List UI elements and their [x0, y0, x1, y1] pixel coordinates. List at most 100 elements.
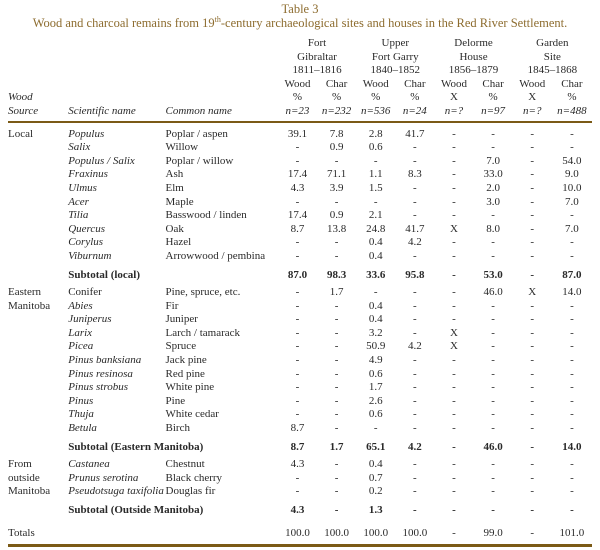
scientific-name-cell: Pinus strobus: [68, 381, 128, 394]
common-name-cell: [166, 522, 278, 542]
value-cell: 9.0: [565, 168, 579, 181]
scientific-name-cell: Populus / Salix: [68, 154, 135, 167]
value-cell: 46.0: [483, 440, 503, 453]
value-cell: -: [452, 440, 456, 453]
scientific-name-cell: Larix: [68, 326, 93, 339]
value-cell: -: [530, 313, 535, 326]
value-cell: -: [452, 422, 456, 435]
site-years: 1811–1816: [292, 64, 342, 77]
value-cell: -: [530, 141, 535, 154]
species-row: Corylus Hazel - - 0.4 4.2 - - - -: [8, 236, 592, 250]
wood-source-cell: [8, 395, 68, 409]
scientific-name-cell: Salix: [68, 141, 91, 154]
sample-type-label: Wood: [362, 77, 389, 90]
scientific-name-cell: Thuja: [68, 408, 94, 421]
value-cell: -: [413, 154, 417, 167]
common-name-cell: Spruce: [165, 340, 197, 353]
value-cell: -: [295, 326, 300, 339]
value-cell: -: [491, 504, 495, 516]
wood-source-cell: [8, 155, 68, 169]
value-cell: -: [491, 236, 495, 249]
common-name-cell: Douglas fir: [165, 485, 216, 498]
value-cell: 41.7: [405, 222, 425, 235]
wood-source-cell: [8, 223, 68, 237]
value-cell: 101.0: [559, 526, 585, 539]
species-row: From Castanea Chestnut 4.3 - 0.4 - - - - -: [8, 458, 592, 472]
value-cell: 1.7: [329, 286, 344, 299]
value-cell: -: [530, 154, 535, 167]
sample-type-label: Char: [404, 77, 426, 90]
sample-size-label: n=97: [473, 104, 513, 123]
wood-source-cell: Manitoba: [8, 485, 51, 498]
value-cell: -: [334, 154, 339, 167]
value-cell: 65.1: [366, 440, 386, 453]
value-cell: -: [530, 268, 535, 281]
subtotal-label: Subtotal (Eastern Manitoba): [68, 440, 204, 453]
value-cell: -: [295, 367, 300, 380]
value-cell: X: [449, 340, 458, 353]
value-cell: -: [570, 408, 574, 421]
common-name-cell: Elm: [165, 181, 184, 194]
scientific-name-cell: Abies: [68, 299, 93, 312]
site-name-line1: Garden: [536, 37, 569, 49]
wood-source-cell: From: [8, 458, 32, 471]
value-cell: 99.0: [483, 526, 503, 539]
value-cell: -: [295, 154, 300, 167]
value-cell: -: [570, 340, 574, 353]
site-name-line2: Fort Garry: [371, 50, 419, 63]
value-cell: -: [452, 485, 456, 498]
value-cell: -: [452, 408, 456, 421]
value-cell: -: [491, 313, 495, 326]
species-row: Salix Willow - 0.9 0.6 - - - - -: [8, 141, 592, 155]
scientific-name-cell: Betula: [68, 422, 97, 435]
unit-label: %: [488, 91, 498, 104]
wood-source-cell: [8, 408, 68, 422]
value-cell: -: [334, 367, 339, 380]
value-cell: -: [530, 367, 535, 380]
header-row: Source Scientific name Common name n=23 n=23…: [8, 104, 592, 123]
value-cell: 4.2: [407, 340, 422, 353]
common-name-cell: Black cherry: [165, 471, 223, 484]
value-cell: X: [449, 326, 458, 339]
value-cell: -: [452, 471, 456, 484]
site-name-line2: Site: [543, 50, 561, 63]
value-cell: -: [491, 422, 495, 435]
value-cell: -: [570, 422, 574, 435]
table-bottom-rule: [8, 544, 592, 548]
value-cell: -: [530, 127, 535, 140]
value-cell: -: [452, 367, 456, 380]
value-cell: -: [413, 422, 417, 435]
value-cell: -: [295, 313, 300, 326]
sample-size-label: n=23: [277, 104, 318, 123]
table-body: Local Populus Poplar / aspen 39.1 7.8 2.8 41.7…: [8, 122, 592, 542]
value-cell: -: [530, 381, 535, 394]
unit-label: X: [449, 91, 458, 104]
value-cell: -: [570, 141, 574, 154]
value-cell: -: [334, 313, 339, 326]
value-cell: 71.1: [326, 168, 347, 181]
value-cell: -: [295, 236, 300, 249]
value-cell: -: [295, 195, 300, 208]
value-cell: -: [295, 485, 300, 498]
species-row: Picea Spruce - - 50.9 4.2 X - - -: [8, 340, 592, 354]
scientific-name-cell: Picea: [68, 340, 94, 353]
value-cell: 4.3: [290, 504, 305, 516]
wood-source-cell: [8, 141, 68, 155]
value-cell: 100.0: [363, 526, 389, 539]
scientific-name-cell: Castanea: [68, 458, 110, 471]
value-cell: -: [452, 168, 456, 181]
value-cell: -: [413, 209, 417, 222]
site-years: 1845–1868: [527, 64, 578, 77]
species-row: Pinus resinosa Red pine - - 0.6 - - - - -: [8, 368, 592, 382]
value-cell: -: [334, 249, 339, 262]
subtotal-label: Subtotal (local): [68, 268, 141, 281]
value-cell: 17.4: [287, 168, 308, 181]
species-row: Ulmus Elm 4.3 3.9 1.5 - - 2.0 - 10.0: [8, 182, 592, 196]
value-cell: -: [373, 422, 378, 435]
value-cell: -: [452, 286, 456, 299]
wood-source-cell: [8, 499, 68, 522]
value-cell: 2.1: [368, 209, 383, 222]
wood-source-cell: Manitoba: [8, 299, 51, 312]
value-cell: -: [452, 526, 456, 539]
unit-label: X: [528, 91, 537, 104]
